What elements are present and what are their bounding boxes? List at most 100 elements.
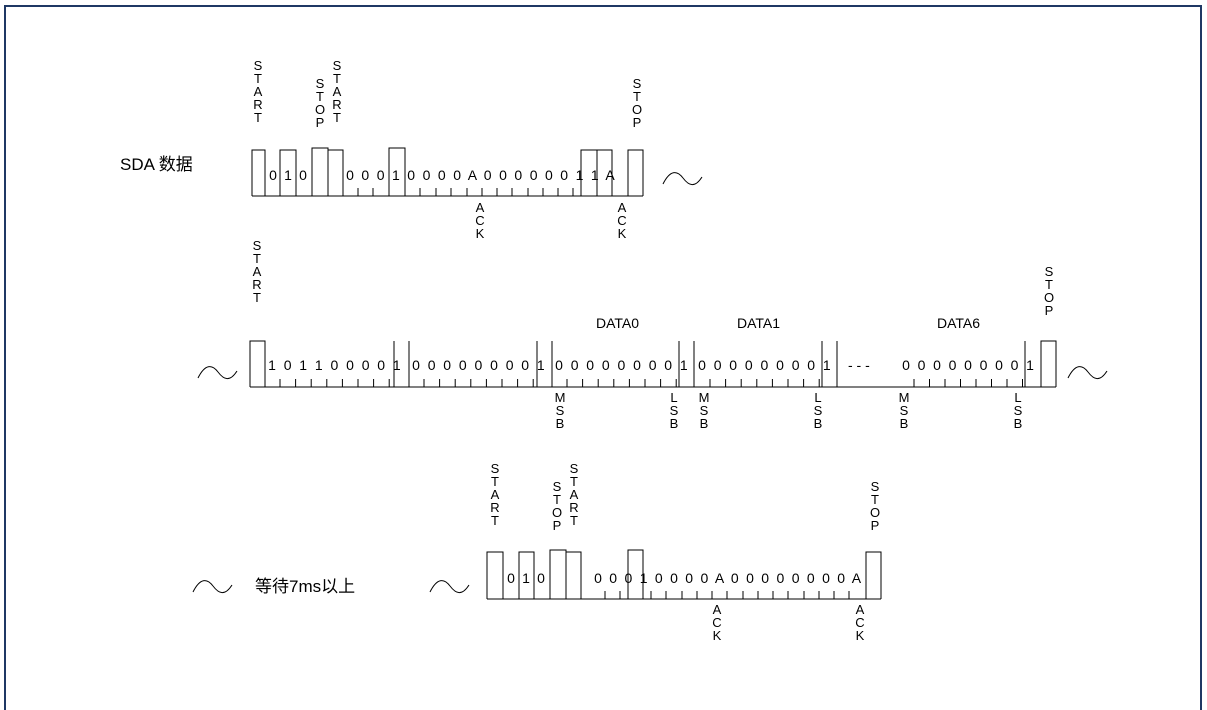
bit-value: 0: [299, 167, 307, 183]
bit-value: 0: [807, 357, 815, 373]
bit-value: 1: [576, 167, 584, 183]
bit-value: 0: [407, 167, 415, 183]
bit-value: 0: [655, 570, 663, 586]
bit-value: 0: [331, 357, 339, 373]
bit-value: A: [605, 167, 615, 183]
bit-value: 0: [594, 570, 602, 586]
bit-value: 0: [649, 357, 657, 373]
bit-value: 0: [980, 357, 988, 373]
bit-value: 0: [777, 570, 785, 586]
bit-value: 1: [591, 167, 599, 183]
data0-label: DATA0: [596, 315, 639, 331]
bit-value: 1: [392, 167, 400, 183]
bit-value: 0: [361, 167, 369, 183]
bit-value: 0: [949, 357, 957, 373]
bit-value: 0: [746, 570, 754, 586]
bit-value: 0: [453, 167, 461, 183]
data6-label: DATA6: [937, 315, 980, 331]
bit-value: 0: [701, 570, 709, 586]
bit-value: 0: [745, 357, 753, 373]
stop-pulse-r2: [1040, 340, 1057, 387]
bit-value: 1: [640, 570, 648, 586]
start-pulse-1: [251, 149, 266, 196]
bit-value: 0: [698, 357, 706, 373]
bit-value: A: [715, 570, 725, 586]
bit-value: 0: [933, 357, 941, 373]
bit-value: 0: [484, 167, 492, 183]
frame-border: [4, 5, 1202, 710]
start-pulse-2: [327, 149, 344, 196]
start-pulse-r3: [486, 551, 504, 599]
wave-symbol-r2-right: [1067, 366, 1108, 380]
bit-value: 0: [537, 570, 545, 586]
row2-separators: [393, 341, 1042, 387]
bit-value: 0: [602, 357, 610, 373]
bit-value: 0: [964, 357, 972, 373]
bit-value: 1: [315, 357, 323, 373]
bit-value: 0: [670, 570, 678, 586]
stop-pulse-1: [311, 147, 329, 196]
bit-value: 0: [729, 357, 737, 373]
bit-value: 1: [823, 357, 831, 373]
bit-value: 0: [792, 357, 800, 373]
bit-value: 0: [475, 357, 483, 373]
stop-pulse-r3c: [865, 551, 882, 599]
bit-value: 0: [507, 570, 515, 586]
bit-value: 0: [362, 357, 370, 373]
bit-value: 0: [377, 167, 385, 183]
bit-value: 0: [269, 167, 277, 183]
bit-value: 0: [490, 357, 498, 373]
bit-value: 0: [412, 357, 420, 373]
bit-value: 0: [761, 357, 769, 373]
bit-value: 1: [522, 570, 530, 586]
bit-value: 0: [284, 357, 292, 373]
bit-value: 0: [555, 357, 563, 373]
row1-ticks: [357, 188, 574, 196]
bit-value: 0: [530, 167, 538, 183]
bit-value: 0: [995, 357, 1003, 373]
bit-one-box-r3: [627, 549, 644, 599]
bit-value: 0: [664, 357, 672, 373]
wave-symbol-r1: [662, 172, 703, 186]
bit-value: 1: [268, 357, 276, 373]
bit-value: 0: [586, 357, 594, 373]
bit-value: 0: [776, 357, 784, 373]
bit-value: 0: [423, 167, 431, 183]
bit-value: 1: [537, 357, 545, 373]
row3-ticks: [604, 591, 850, 599]
bit-value: 0: [918, 357, 926, 373]
bit-value: 0: [792, 570, 800, 586]
bit-value: A: [852, 570, 862, 586]
bit-value: 0: [618, 357, 626, 373]
bit-value: 0: [459, 357, 467, 373]
bit-value: 0: [521, 357, 529, 373]
bit-one-box-3: [596, 149, 613, 196]
start-pulse-r2: [249, 340, 266, 387]
bit-value: 0: [807, 570, 815, 586]
bit-value: 0: [714, 357, 722, 373]
stop-pulse-3: [627, 149, 644, 196]
